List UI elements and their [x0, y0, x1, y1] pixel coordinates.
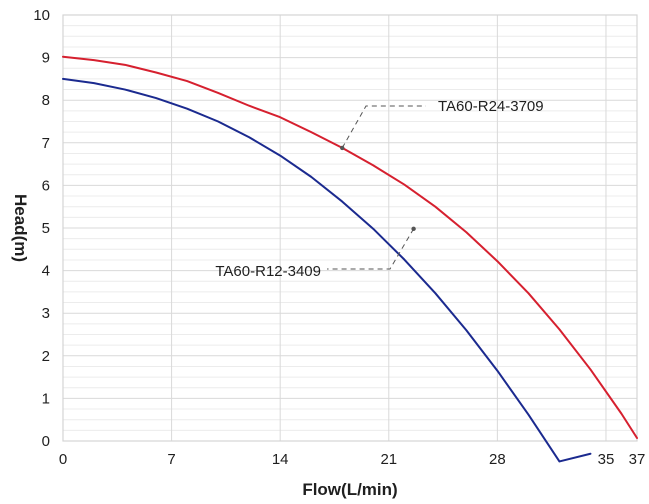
y-tick-label: 3 — [42, 305, 50, 322]
y-tick-label: 7 — [42, 135, 50, 152]
y-tick-label: 6 — [42, 177, 50, 194]
y-tick-label: 4 — [42, 263, 50, 280]
x-axis-label: Flow(L/min) — [302, 480, 397, 499]
series-line-ta60-r24-3709 — [62, 55, 638, 440]
x-tick-label: 28 — [489, 451, 506, 468]
y-tick-label: 10 — [33, 7, 50, 24]
plot-frame — [62, 14, 638, 442]
annotation-leader-ta60-r12-3409 — [327, 228, 415, 270]
y-tick-label: 2 — [42, 348, 50, 365]
x-tick-label: 37 — [629, 451, 646, 468]
x-tick-label: 35 — [598, 451, 615, 468]
y-axis-label: Head(m) — [11, 194, 30, 262]
y-tick-label: 0 — [42, 433, 50, 450]
y-tick-label: 1 — [42, 390, 50, 407]
annotation-label-ta60-r12-3409: TA60-R12-3409 — [215, 263, 321, 280]
annotation-leader-ta60-r24-3709 — [341, 105, 426, 149]
y-tick-label: 8 — [42, 92, 50, 109]
annotation-marker-ta60-r24-3709 — [340, 145, 345, 151]
x-tick-label: 7 — [167, 451, 175, 468]
tick-layer: 0 1 2 3 4 5 6 7 8 9 10 0 7 14 21 28 35 37 — [33, 7, 645, 468]
annotation-layer: TA60-R24-3709 TA60-R12-3409 — [215, 98, 543, 280]
x-tick-label: 0 — [59, 451, 67, 468]
minor-grid-layer — [63, 25, 637, 431]
y-tick-label: 9 — [42, 50, 50, 67]
series-line-ta60-r12-3409 — [62, 77, 592, 463]
x-tick-label: 21 — [380, 451, 397, 468]
annotation-label-ta60-r24-3709: TA60-R24-3709 — [438, 98, 544, 115]
y-tick-label: 5 — [42, 220, 50, 237]
series-layer — [62, 55, 638, 463]
x-tick-label: 14 — [272, 451, 289, 468]
